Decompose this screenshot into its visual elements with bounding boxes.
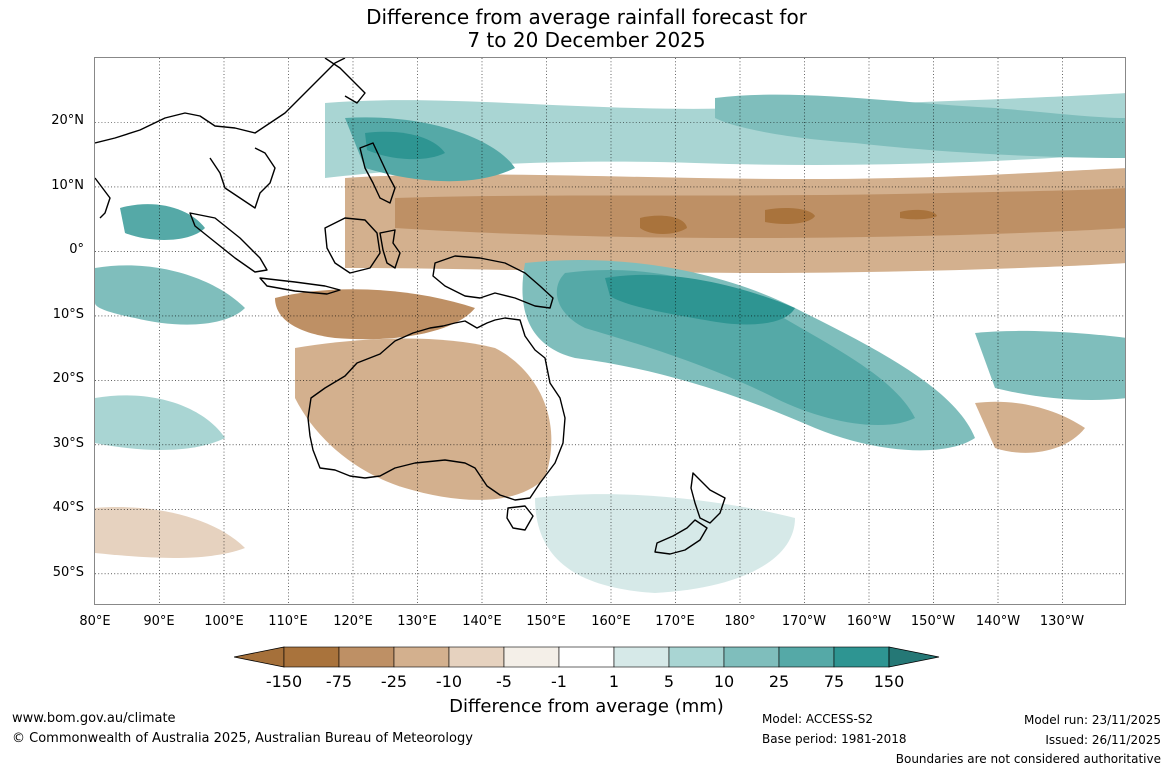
java-coastline [259, 277, 341, 295]
wet-region-southern-ocean [535, 494, 795, 593]
dry-region-strong [765, 208, 815, 224]
coastlines [95, 58, 726, 555]
colorbar-tick: -1 [551, 672, 567, 691]
model-name: Model: ACCESS-S2 [762, 712, 874, 726]
dry-region-southeast-pacific [975, 401, 1085, 453]
colorbar-swatch [613, 646, 670, 668]
lat-label-20n: 20°N [51, 113, 84, 128]
tasmania-coastline [506, 505, 534, 531]
dry-region-strong [640, 215, 687, 234]
rainfall-anomaly-field [95, 58, 1125, 604]
colorbar-extend-low [234, 646, 285, 668]
dry-region-australia [295, 338, 552, 500]
lon-label-170e: 170°E [655, 614, 695, 629]
lon-label-170w: 170°W [781, 614, 827, 629]
lat-label-20s: 20°S [52, 371, 84, 386]
sulawesi-coastline [379, 229, 401, 269]
colorbar-tick: 10 [713, 672, 735, 691]
new-zealand-north-coastline [690, 472, 726, 524]
new-zealand-south-coastline [654, 519, 708, 555]
indochina-coastline [209, 147, 276, 209]
india-coastline [95, 177, 111, 219]
colorbar [234, 646, 940, 668]
colorbar-swatch [723, 646, 780, 668]
colorbar-swatch [283, 646, 340, 668]
lon-label-140e: 140°E [462, 614, 502, 629]
colorbar-swatch [833, 646, 890, 668]
sumatra-coastline [189, 212, 268, 273]
colorbar-tick: 5 [663, 672, 675, 691]
lat-label-equator: 0° [69, 242, 84, 257]
lat-label-10s: 10°S [52, 307, 84, 322]
dry-region-south-west [95, 507, 245, 558]
asia-mainland-coastline [95, 58, 346, 144]
colorbar-tick: -150 [265, 672, 303, 691]
colorbar-tick: -10 [435, 672, 463, 691]
colorbar-extend-high [888, 646, 940, 668]
colorbar-swatch [778, 646, 835, 668]
wet-region-spcz-core [556, 269, 915, 426]
lon-label-100e: 100°E [204, 614, 244, 629]
graticule [95, 58, 1125, 604]
japan-coastline [324, 58, 366, 104]
colorbar-tick: 150 [873, 672, 905, 691]
lon-label-130e: 130°E [397, 614, 437, 629]
colorbar-swatch [503, 646, 560, 668]
dry-region-australia-north [275, 289, 475, 340]
lon-label-130w: 130°W [1039, 614, 1085, 629]
australia-coastline [307, 317, 566, 501]
colorbar-swatch [558, 646, 615, 668]
philippines-coastline [359, 142, 396, 204]
base-period: Base period: 1981-2018 [762, 732, 907, 746]
lon-label-160e: 160°E [591, 614, 631, 629]
website-link[interactable]: www.bom.gov.au/climate [12, 711, 176, 726]
colorbar-swatch [338, 646, 395, 668]
colorbar-swatch [393, 646, 450, 668]
wet-region-southwest [95, 395, 225, 450]
colorbar-tick: 75 [823, 672, 845, 691]
model-run-date: Model run: 23/11/2025 [1023, 713, 1161, 727]
dry-region-strong [900, 209, 937, 220]
lon-label-80e: 80°E [79, 614, 111, 629]
wet-region-indian-ocean [95, 265, 245, 325]
lat-label-50s: 50°S [52, 565, 84, 580]
colorbar-tick: -75 [325, 672, 353, 691]
lat-label-30s: 30°S [52, 436, 84, 451]
rainfall-map [94, 57, 1126, 605]
lon-label-180: 180° [724, 614, 756, 629]
issued-date: Issued: 26/11/2025 [1045, 733, 1161, 747]
map-title-line2: 7 to 20 December 2025 [467, 28, 706, 52]
wet-region-spcz-strong [605, 274, 795, 325]
colorbar-tick: 1 [608, 672, 620, 691]
borneo-coastline [324, 217, 381, 274]
wet-region-north-strong [365, 131, 445, 160]
colorbar-tick: -5 [496, 672, 512, 691]
copyright-text: © Commonwealth of Australia 2025, Austra… [12, 731, 473, 746]
map-title-line1: Difference from average rainfall forecas… [366, 5, 807, 29]
lon-label-150e: 150°E [526, 614, 566, 629]
lon-label-110e: 110°E [268, 614, 308, 629]
lat-label-10n: 10°N [51, 178, 84, 193]
colorbar-swatch [448, 646, 505, 668]
lon-label-150w: 150°W [910, 614, 956, 629]
colorbar-tick: 25 [768, 672, 790, 691]
wet-region-north-east [715, 94, 1125, 158]
lon-label-120e: 120°E [333, 614, 373, 629]
colorbar-label: Difference from average (mm) [449, 696, 724, 717]
colorbar-tick: -25 [380, 672, 408, 691]
colorbar-swatch [668, 646, 725, 668]
wet-region-indian-ocean-core [120, 204, 205, 240]
lon-label-140w: 140°W [975, 614, 1021, 629]
dry-region-equatorial-core [395, 188, 1125, 238]
new-guinea-coastline [432, 255, 554, 309]
lat-label-40s: 40°S [52, 500, 84, 515]
lon-label-90e: 90°E [143, 614, 175, 629]
boundaries-disclaimer: Boundaries are not considered authoritat… [895, 752, 1161, 766]
lon-label-160w: 160°W [846, 614, 892, 629]
wet-region-east-pacific [975, 330, 1125, 400]
